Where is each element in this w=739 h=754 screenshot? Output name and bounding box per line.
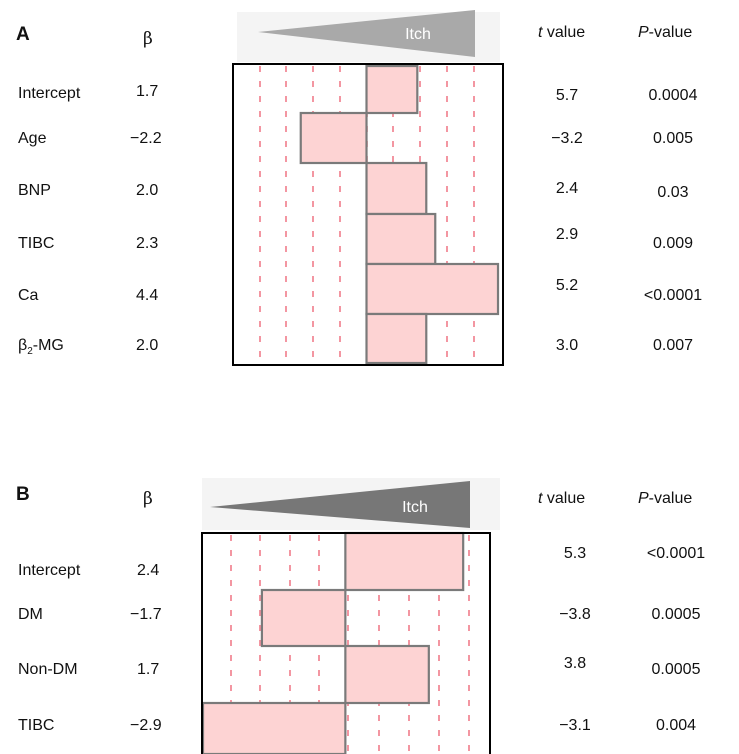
panel-a: A β t value P-value Itch Intercept Age B…	[16, 10, 703, 366]
bar	[299, 111, 368, 165]
t-value: 3.0	[555, 337, 579, 354]
t-value: −3.2	[551, 130, 583, 147]
t-value: 5.3	[563, 545, 587, 562]
row-label: Age	[18, 130, 47, 147]
panel-label: B	[16, 484, 30, 505]
panel-label: A	[16, 24, 30, 45]
p-header-italic: P	[638, 490, 649, 507]
row-label: β2-MG	[18, 337, 64, 357]
t-value-header: t value	[538, 490, 585, 508]
chart-b: Itch	[201, 478, 500, 754]
beta-value: 1.7	[136, 83, 159, 100]
p-value: 0.009	[652, 235, 694, 252]
beta-value: 1.7	[137, 661, 160, 678]
bar	[344, 531, 465, 592]
t-value: 5.2	[555, 277, 579, 294]
t-value: 2.9	[555, 226, 579, 243]
t-value-header: t value	[538, 24, 585, 42]
row-label: Ca	[18, 287, 39, 304]
p-value: 0.0004	[648, 87, 698, 104]
beta-value: 2.4	[137, 562, 160, 579]
label-rest: -MG	[32, 337, 64, 354]
beta-value: 2.3	[136, 235, 159, 252]
beta-header: β	[143, 29, 153, 49]
p-value: <0.0001	[646, 545, 706, 562]
row-label: TIBC	[18, 235, 55, 252]
bar	[365, 212, 437, 266]
row-label: Intercept	[18, 85, 81, 102]
p-value: <0.0001	[643, 287, 703, 304]
beta-value: −1.7	[130, 606, 162, 623]
bar	[365, 161, 428, 216]
p-value: 0.004	[655, 717, 697, 734]
p-value-header: P-value	[638, 490, 692, 508]
bar	[260, 588, 347, 648]
p-value: 0.03	[657, 184, 689, 201]
plot-frame	[201, 532, 491, 754]
beta-header: β	[143, 489, 153, 509]
p-header-italic: P	[638, 24, 649, 41]
p-value: 0.007	[652, 337, 694, 354]
t-value: 3.8	[563, 655, 587, 672]
bar	[365, 312, 428, 365]
t-header-rest: value	[542, 24, 586, 41]
row-label: Non-DM	[18, 661, 78, 678]
panel-b: B β t value P-value Itch Intercept DM No…	[0, 460, 739, 754]
wedge-label: Itch	[405, 26, 431, 43]
p-value-header: P-value	[638, 24, 692, 42]
beta-value: 4.4	[136, 287, 159, 304]
row-label: BNP	[18, 182, 51, 199]
bar	[201, 701, 347, 754]
chart-a: Itch	[232, 10, 504, 366]
bar	[365, 262, 500, 316]
t-header-italic: t	[538, 24, 543, 41]
p-value: 0.0005	[651, 606, 701, 623]
t-value: −3.8	[559, 606, 591, 623]
beta-value: 2.0	[136, 182, 159, 199]
beta-value: −2.9	[130, 717, 162, 734]
t-header-rest: value	[542, 490, 586, 507]
bar	[365, 64, 419, 115]
beta-value: −2.2	[130, 130, 162, 147]
t-value: 5.7	[555, 87, 579, 104]
label-beta: β	[18, 337, 28, 354]
t-header-italic: t	[538, 490, 543, 507]
wedge-label: Itch	[402, 499, 428, 516]
p-value: 0.0005	[651, 661, 701, 678]
beta-value: 2.0	[136, 337, 159, 354]
plot-frame	[232, 63, 504, 366]
itch-wedge	[210, 481, 470, 528]
t-value: −3.1	[559, 717, 591, 734]
row-label: DM	[18, 606, 43, 623]
label-subscript: 2	[27, 346, 33, 358]
row-label: Intercept	[18, 562, 81, 579]
p-header-rest: -value	[648, 24, 693, 41]
bar	[344, 644, 430, 705]
itch-wedge	[258, 10, 475, 57]
p-value: 0.005	[652, 130, 694, 147]
p-header-rest: -value	[648, 490, 693, 507]
row-label: TIBC	[18, 717, 55, 734]
t-value: 2.4	[555, 180, 579, 197]
